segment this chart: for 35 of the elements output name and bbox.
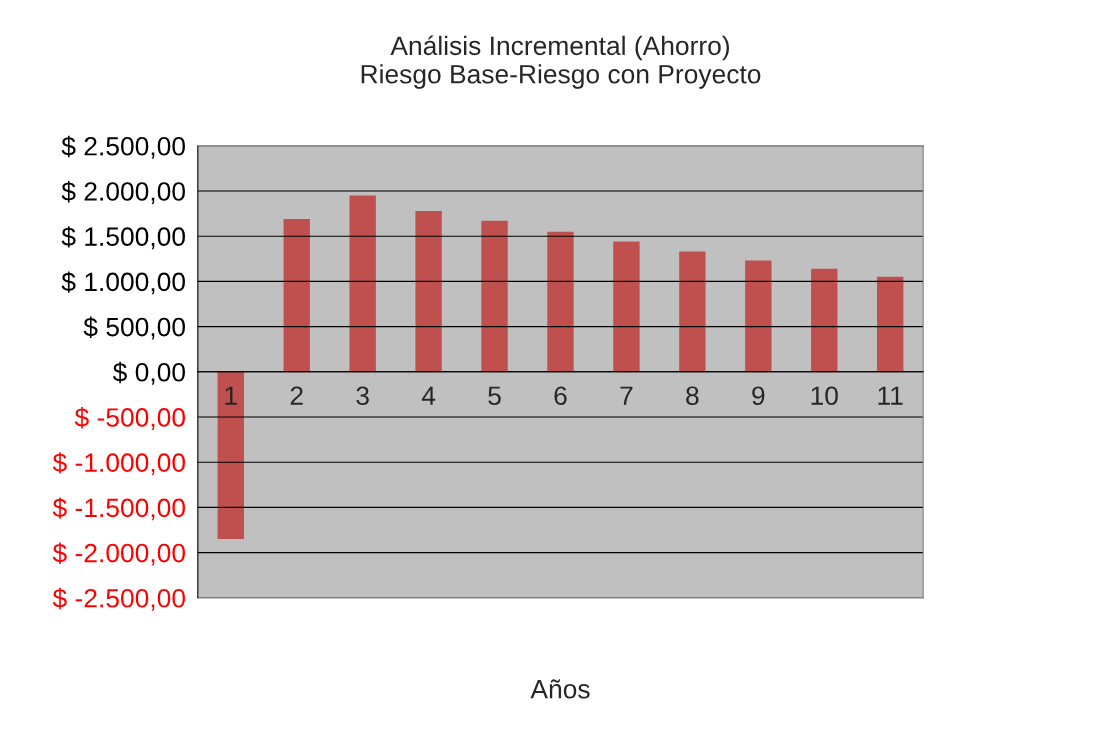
bar — [217, 371, 244, 540]
y-tick-label: $ -2.000,00 — [52, 542, 185, 566]
x-tick-label: 2 — [290, 386, 303, 405]
bar — [349, 195, 376, 372]
y-tick-label: $ -1.500,00 — [52, 497, 185, 521]
bar — [877, 276, 904, 372]
y-tick-label: $ -500,00 — [74, 407, 185, 430]
y-tick-label: $ 2.500,00 — [61, 135, 185, 159]
bar — [547, 231, 574, 372]
x-tick-label: 10 — [811, 386, 838, 406]
x-axis-title: Años — [530, 679, 590, 699]
y-tick-label: $ 1.500,00 — [61, 226, 185, 250]
bar — [811, 268, 838, 372]
y-tick-label: $ 1.000,00 — [61, 271, 185, 295]
x-tick-label: 7 — [620, 386, 633, 405]
chart-title: Análisis Incremental (Ahorro) Riesgo Base-Riesgo con Proyecto — [361, 35, 761, 89]
y-tick-label: $ -2.500,00 — [52, 587, 185, 611]
bar — [745, 260, 772, 372]
x-tick-label: 5 — [488, 386, 501, 406]
y-tick-label: $ -1.000,00 — [52, 452, 185, 476]
bar — [481, 220, 508, 372]
x-tick-label: 8 — [686, 386, 699, 406]
x-tick-label: 6 — [554, 386, 567, 406]
bar — [415, 210, 442, 372]
x-tick-label: 9 — [752, 386, 765, 406]
bar — [679, 251, 706, 372]
x-tick-label: 3 — [356, 386, 369, 406]
y-tick-label: $ 2.000,00 — [61, 181, 185, 204]
bar — [283, 219, 310, 372]
y-tick-label: $ 0,00 — [112, 361, 185, 385]
x-tick-label: 4 — [421, 386, 436, 405]
x-tick-label: 11 — [878, 386, 903, 405]
y-tick-label: $ 500,00 — [83, 316, 185, 340]
bar — [613, 241, 640, 372]
x-tick-label: 1 — [225, 386, 237, 405]
